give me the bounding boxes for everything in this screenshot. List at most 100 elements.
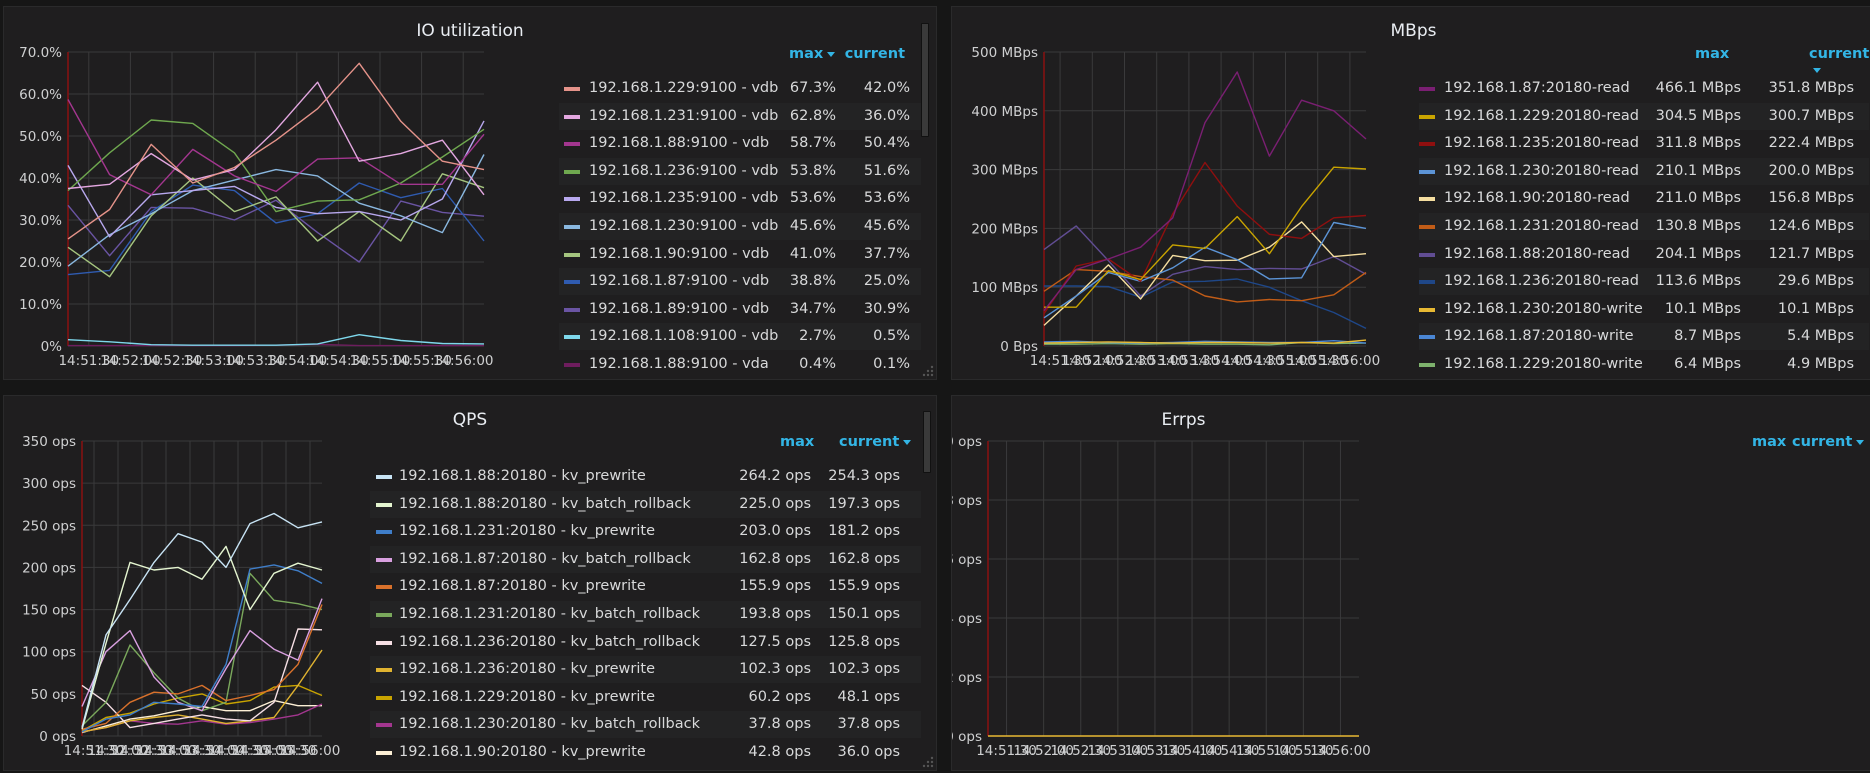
series-line[interactable] <box>1043 339 1367 344</box>
resize-handle-icon[interactable] <box>922 365 934 377</box>
legend-header-max[interactable]: max <box>780 434 815 450</box>
legend-row[interactable]: 192.168.1.229:9100 - vdb 67.3% 42.0% <box>559 75 921 102</box>
legend-row[interactable]: 192.168.1.90:20180-read 211.0 MBps 156.8 M… <box>1419 185 1869 212</box>
series-line[interactable] <box>81 545 323 730</box>
series-name[interactable]: 192.168.1.90:20180-read <box>1444 190 1630 207</box>
series-color-swatch[interactable] <box>1419 142 1435 147</box>
legend-row[interactable]: 192.168.1.235:20180-read 311.8 MBps 222.4 … <box>1419 130 1869 157</box>
legend-header-max[interactable]: max <box>1752 434 1787 450</box>
series-line[interactable] <box>81 628 323 729</box>
legend-row[interactable]: 192.168.1.229:20180-read 304.5 MBps 300.7 … <box>1419 102 1869 130</box>
legend-row[interactable]: 192.168.1.108:9100 - vdb 2.7% 0.5% <box>559 323 921 351</box>
legend-row[interactable]: 192.168.1.88:20180-read 204.1 MBps 121.7 M… <box>1419 241 1869 268</box>
series-line[interactable] <box>67 334 485 346</box>
legend-row[interactable]: 192.168.1.87:20180-read 466.1 MBps 351.8 M… <box>1419 75 1869 102</box>
series-name[interactable]: 192.168.1.231:9100 - vdb <box>589 107 779 124</box>
series-name[interactable]: 192.168.1.230:20180 - kv_batch_rollback <box>399 716 700 733</box>
series-name[interactable]: 192.168.1.230:20180-read <box>1444 162 1639 179</box>
series-name[interactable]: 192.168.1.229:9100 - vdb <box>589 80 779 96</box>
legend-row[interactable]: 192.168.1.230:20180-write 10.1 MBps 10.1 M… <box>1419 296 1869 323</box>
legend-row[interactable]: 192.168.1.229:20180 - kv_prewrite 60.2 op… <box>370 684 921 711</box>
series-color-swatch[interactable] <box>564 142 580 147</box>
series-line[interactable] <box>67 81 485 196</box>
series-name[interactable]: 192.168.1.90:20180 - kv_prewrite <box>399 744 646 760</box>
series-name[interactable]: 192.168.1.236:9100 - vdb <box>589 162 779 179</box>
series-color-swatch[interactable] <box>376 475 392 479</box>
series-name[interactable]: 192.168.1.88:20180 - kv_batch_rollback <box>399 495 691 512</box>
legend-row[interactable]: 192.168.1.90:20180 - kv_prewrite 42.8 ops… <box>370 739 921 766</box>
series-line[interactable] <box>81 564 323 733</box>
series-color-swatch[interactable] <box>564 252 580 257</box>
series-color-swatch[interactable] <box>376 557 392 562</box>
series-name[interactable]: 192.168.1.236:20180-read <box>1444 273 1639 290</box>
legend-row[interactable]: 192.168.1.236:9100 - vdb 53.8% 51.6% <box>559 157 921 185</box>
series-name[interactable]: 192.168.1.89:9100 - vdb <box>589 300 770 317</box>
series-name[interactable]: 192.168.1.87:20180-read <box>1444 80 1630 96</box>
legend-row[interactable]: 192.168.1.88:20180 - kv_batch_rollback 22… <box>370 490 921 518</box>
series-line[interactable] <box>1043 225 1367 297</box>
series-name[interactable]: 192.168.1.88:20180 - kv_prewrite <box>399 468 646 484</box>
series-color-swatch[interactable] <box>564 280 580 285</box>
series-line[interactable] <box>67 173 485 278</box>
series-color-swatch[interactable] <box>376 723 392 728</box>
legend-row[interactable]: 192.168.1.87:20180 - kv_prewrite 155.9 op… <box>370 573 921 600</box>
series-line[interactable] <box>1043 221 1367 326</box>
series-color-swatch[interactable] <box>564 87 580 91</box>
series-color-swatch[interactable] <box>376 640 392 645</box>
series-name[interactable]: 192.168.1.229:20180-write <box>1444 356 1643 372</box>
series-color-swatch[interactable] <box>1419 87 1435 91</box>
panel-title[interactable]: QPS <box>452 410 488 430</box>
series-name[interactable]: 192.168.1.87:20180-write <box>1444 328 1634 345</box>
series-color-swatch[interactable] <box>1419 307 1435 312</box>
legend-header-current[interactable]: current <box>844 46 905 62</box>
series-line[interactable] <box>1043 221 1367 319</box>
series-color-swatch[interactable] <box>1419 197 1435 202</box>
series-line[interactable] <box>1043 268 1367 303</box>
series-line[interactable] <box>81 604 323 730</box>
series-line[interactable] <box>1044 278 1367 330</box>
series-name[interactable]: 192.168.1.87:20180 - kv_prewrite <box>399 578 646 595</box>
series-name[interactable]: 192.168.1.235:20180-read <box>1444 135 1639 152</box>
series-name[interactable]: 192.168.1.236:20180 - kv_batch_rollback <box>399 633 700 650</box>
series-color-swatch[interactable] <box>376 668 392 673</box>
series-name[interactable]: 192.168.1.88:20180-read <box>1444 245 1630 262</box>
series-color-swatch[interactable] <box>1419 280 1435 285</box>
legend-row[interactable]: 192.168.1.231:20180 - kv_batch_rollback 1… <box>370 601 921 628</box>
series-color-swatch[interactable] <box>376 613 392 617</box>
series-name[interactable]: 192.168.1.108:9100 - vdb <box>589 328 779 345</box>
series-color-swatch[interactable] <box>1419 252 1435 257</box>
series-name[interactable]: 192.168.1.231:20180 - kv_batch_rollback <box>399 606 700 622</box>
series-color-swatch[interactable] <box>564 169 580 174</box>
panel-title[interactable]: IO utilization <box>416 21 524 41</box>
legend-row[interactable]: 192.168.1.87:9100 - vdb 38.8% 25.0% <box>559 268 921 296</box>
series-line[interactable] <box>1043 71 1367 312</box>
legend-row[interactable]: 192.168.1.88:9100 - vdb 58.7% 50.4% <box>559 130 921 157</box>
series-name[interactable]: 192.168.1.231:20180 - kv_prewrite <box>399 523 655 540</box>
series-name[interactable]: 192.168.1.229:20180-read <box>1444 107 1639 124</box>
legend-row[interactable]: 192.168.1.230:9100 - vdb 45.6% 45.6% <box>559 213 921 240</box>
series-name[interactable]: 192.168.1.230:9100 - vdb <box>589 218 779 234</box>
series-line[interactable] <box>67 154 485 267</box>
legend-header-current[interactable]: current <box>1809 46 1869 78</box>
legend-row[interactable]: 192.168.1.236:20180 - kv_batch_rollback 1… <box>370 629 921 656</box>
legend-scrollbar[interactable] <box>923 411 931 473</box>
legend-row[interactable]: 192.168.1.231:20180-read 130.8 MBps 124.6 … <box>1419 213 1869 240</box>
legend-row[interactable]: 192.168.1.230:20180 - kv_batch_rollback 3… <box>370 711 921 739</box>
series-color-swatch[interactable] <box>564 225 580 229</box>
series-name[interactable]: 192.168.1.230:20180-write <box>1444 300 1643 317</box>
series-color-swatch[interactable] <box>1419 169 1435 174</box>
series-color-swatch[interactable] <box>564 363 580 367</box>
series-color-swatch[interactable] <box>564 335 580 340</box>
series-line[interactable] <box>81 598 323 712</box>
series-color-swatch[interactable] <box>1419 363 1435 367</box>
panel-title[interactable]: Errps <box>1161 410 1206 430</box>
series-color-swatch[interactable] <box>376 751 392 755</box>
legend-row[interactable]: 192.168.1.87:20180 - kv_batch_rollback 16… <box>370 545 921 573</box>
panel-title[interactable]: MBps <box>1390 21 1437 41</box>
series-line[interactable] <box>67 182 485 276</box>
series-color-swatch[interactable] <box>1419 335 1435 340</box>
series-line[interactable] <box>81 649 323 733</box>
legend-row[interactable]: 192.168.1.235:9100 - vdb 53.6% 53.6% <box>559 185 921 212</box>
legend-row[interactable]: 192.168.1.231:20180 - kv_prewrite 203.0 o… <box>370 518 921 545</box>
series-name[interactable]: 192.168.1.87:20180 - kv_batch_rollback <box>399 550 691 567</box>
